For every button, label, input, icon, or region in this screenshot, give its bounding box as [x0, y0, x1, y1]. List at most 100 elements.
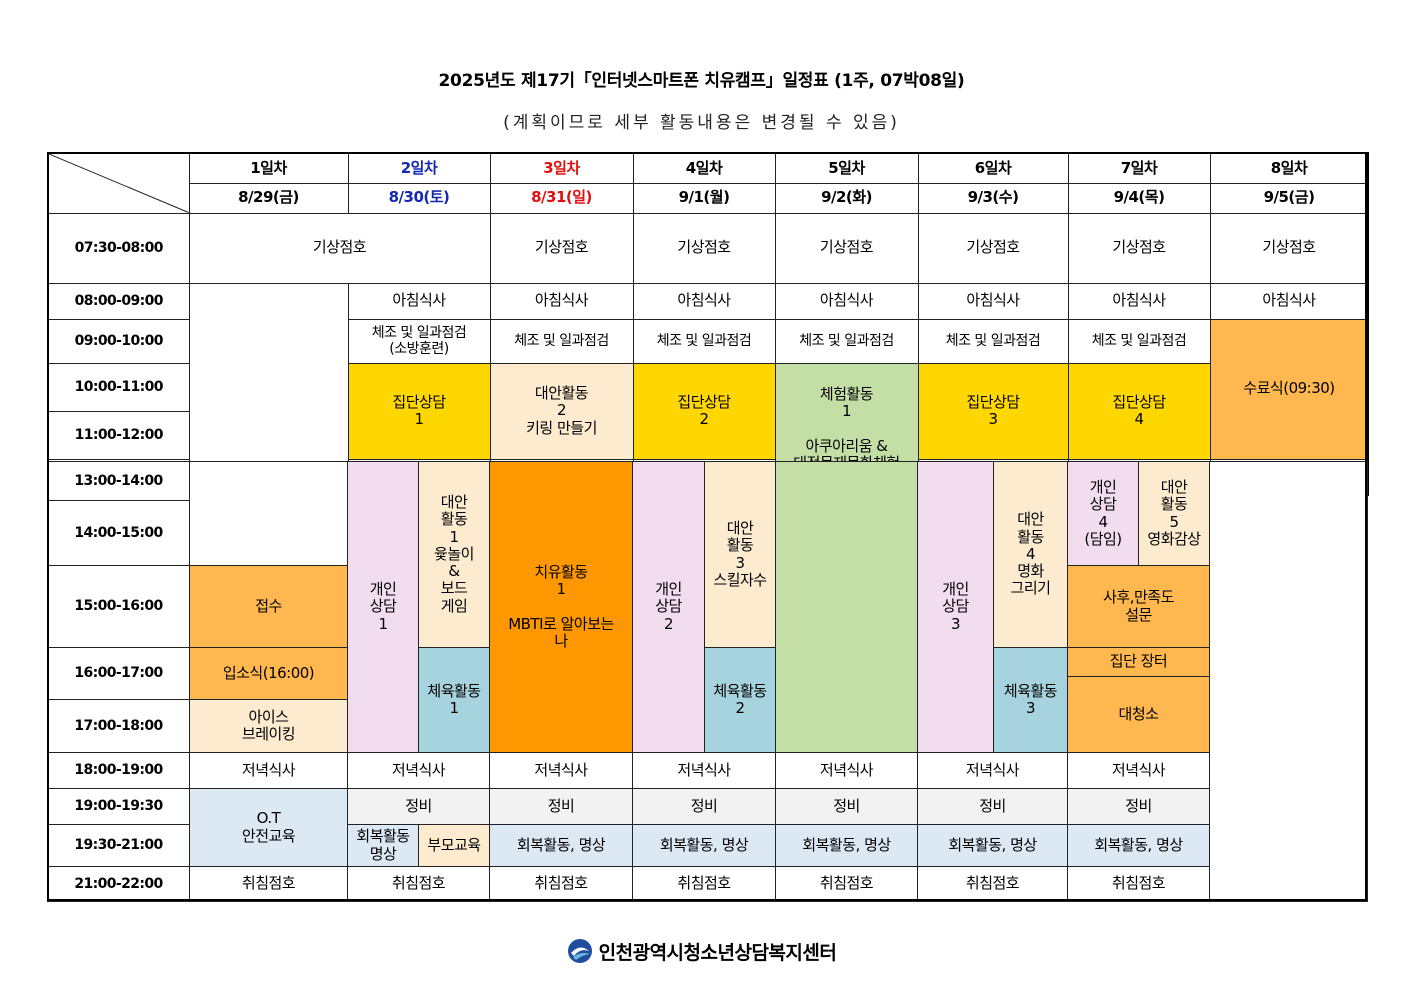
corner-diagonal-cell — [47, 152, 190, 214]
recovery-meditation: 회복활동, 명상 — [1067, 824, 1210, 867]
date-header: 8/29(금) — [188, 182, 349, 214]
morning-exercise: 체조 및 일과점검 — [489, 318, 634, 364]
date-header: 9/1(월) — [632, 182, 776, 214]
time-slot: 18:00-19:00 — [47, 752, 190, 789]
experience-activity-1-cont — [775, 461, 918, 753]
individual-counseling-3: 개인 상담 3 — [917, 461, 994, 753]
day-header: 5일차 — [774, 152, 919, 184]
post-satisfaction-survey: 사후,만족도 설문 — [1067, 565, 1210, 648]
day-header: 2일차 — [347, 152, 491, 184]
bedtime-roll-call: 취침점호 — [775, 866, 918, 902]
group-market: 집단 장터 — [1067, 647, 1210, 677]
date-header: 9/2(화) — [774, 182, 919, 214]
individual-counseling-2: 개인 상담 2 — [632, 461, 705, 753]
ice-breaking: 아이스 브레이킹 — [189, 699, 348, 753]
experience-activity-1: 체험활동 1 아쿠아리움 & 대전목재문화체험 — [774, 362, 919, 496]
recovery-meditation: 회복활동, 명상 — [775, 824, 918, 867]
lunch: 점심식사 — [1067, 458, 1211, 496]
dinner: 저녁식사 — [775, 752, 918, 789]
time-slot: 07:30-08:00 — [47, 212, 190, 284]
bedtime-roll-call: 취침점호 — [489, 866, 633, 902]
time-slot: 11:00-12:00 — [47, 410, 190, 460]
physical-activity-3: 체육활동 3 — [993, 647, 1068, 753]
breakfast: 아침식사 — [1067, 282, 1211, 320]
breakfast: 아침식사 — [917, 282, 1069, 320]
wake-call: 기상점호 — [917, 212, 1069, 284]
bedtime-roll-call: 취침점호 — [917, 866, 1068, 902]
morning-exercise: 체조 및 일과점검 — [1067, 318, 1211, 364]
breakfast: 아침식사 — [489, 282, 634, 320]
group-counseling-2: 집단상담 2 — [632, 362, 776, 460]
morning-exercise: 체조 및 일과점검 — [774, 318, 919, 364]
dinner: 저녁식사 — [347, 752, 490, 789]
dinner: 저녁식사 — [1067, 752, 1210, 789]
wake-call: 기상점호 — [489, 212, 634, 284]
bedtime-roll-call: 취침점호 — [347, 866, 490, 902]
date-header: 9/5(금) — [1209, 182, 1369, 214]
wake-call: 기상점호 — [632, 212, 776, 284]
wake-call: 기상점호 — [1067, 212, 1211, 284]
day-header: 1일차 — [188, 152, 349, 184]
individual-counseling-1: 개인 상담 1 — [347, 461, 419, 753]
date-header: 9/3(수) — [917, 182, 1069, 214]
empty-cell — [1209, 458, 1369, 496]
maintenance: 정비 — [632, 788, 776, 825]
time-slot: 15:00-16:00 — [47, 565, 190, 648]
empty-cell — [1209, 461, 1368, 902]
time-slot: 16:00-17:00 — [47, 647, 190, 700]
closing-ceremony: 수료식(09:30) — [1209, 318, 1369, 460]
breakfast: 아침식사 — [1209, 282, 1369, 320]
physical-activity-1: 체육활동 1 — [418, 647, 490, 753]
orientation-safety-education: O.T 안전교육 — [189, 788, 348, 867]
center-name: 인천광역시청소년상담복지센터 — [598, 942, 837, 964]
recovery-meditation: 회복활동, 명상 — [632, 824, 776, 867]
time-slot: 21:00-22:00 — [47, 866, 190, 902]
reception: 접수 — [189, 565, 348, 648]
page-title: 2025년도 제17기「인터넷스마트폰 치유캠프」일정표 (1주, 07박08일… — [438, 71, 965, 91]
morning-exercise: 체조 및 일과점검 — [917, 318, 1069, 364]
recovery-meditation: 회복활동, 명상 — [917, 824, 1068, 867]
group-counseling-4: 집단상담 4 — [1067, 362, 1211, 460]
parent-education: 부모교육 — [418, 824, 490, 867]
bedtime-roll-call: 취침점호 — [189, 866, 348, 902]
center-logo-icon — [567, 938, 593, 969]
date-header: 8/31(일) — [489, 182, 634, 214]
maintenance: 정비 — [489, 788, 633, 825]
footer: 인천광역시청소년상담복지센터 — [0, 938, 1403, 969]
day-header: 6일차 — [917, 152, 1069, 184]
wake-call: 기상점호 — [1209, 212, 1369, 284]
date-header: 9/4(목) — [1067, 182, 1211, 214]
bedtime-roll-call: 취침점호 — [1067, 866, 1210, 902]
alternative-activity-2: 대안활동 2 키링 만들기 — [489, 362, 634, 460]
time-slot: 17:00-18:00 — [47, 699, 190, 753]
wake-call: 기상점호 — [774, 212, 919, 284]
bedtime-roll-call: 취침점호 — [632, 866, 776, 902]
time-slot: 19:30-21:00 — [47, 824, 190, 867]
group-counseling-3: 집단상담 3 — [917, 362, 1069, 460]
page-subtitle: (계획이므로 세부 활동내용은 변경될 수 있음) — [503, 113, 900, 133]
healing-activity-1: 치유활동 1 MBTI로 알아보는 나 — [489, 461, 633, 753]
maintenance: 정비 — [347, 788, 490, 825]
morning-exercise-fire-drill: 체조 및 일과점검 (소방훈련) — [347, 318, 491, 364]
day-header: 8일차 — [1209, 152, 1369, 184]
recovery-meditation: 회복활동, 명상 — [489, 824, 633, 867]
day-header: 3일차 — [489, 152, 634, 184]
lunch: 점심식사 — [347, 458, 491, 496]
group-counseling-1: 집단상담 1 — [347, 362, 491, 460]
day-header: 4일차 — [632, 152, 776, 184]
dinner: 저녁식사 — [917, 752, 1068, 789]
time-slot: 08:00-09:00 — [47, 282, 190, 320]
entrance-ceremony: 입소식(16:00) — [189, 647, 348, 700]
recovery-meditation: 회복활동 명상 — [347, 824, 419, 867]
date-header: 8/30(토) — [347, 182, 491, 214]
schedule-table: 1일차 2일차 3일차 4일차 5일차 6일차 7일차 8일차 8/29(금) … — [47, 152, 1369, 496]
maintenance: 정비 — [775, 788, 918, 825]
physical-activity-2: 체육활동 2 — [704, 647, 776, 753]
general-cleaning: 대청소 — [1067, 676, 1210, 753]
maintenance: 정비 — [1067, 788, 1210, 825]
time-slot: 14:00-15:00 — [47, 500, 190, 566]
breakfast: 아침식사 — [632, 282, 776, 320]
diagonal-line-icon — [49, 154, 188, 212]
maintenance: 정비 — [917, 788, 1068, 825]
